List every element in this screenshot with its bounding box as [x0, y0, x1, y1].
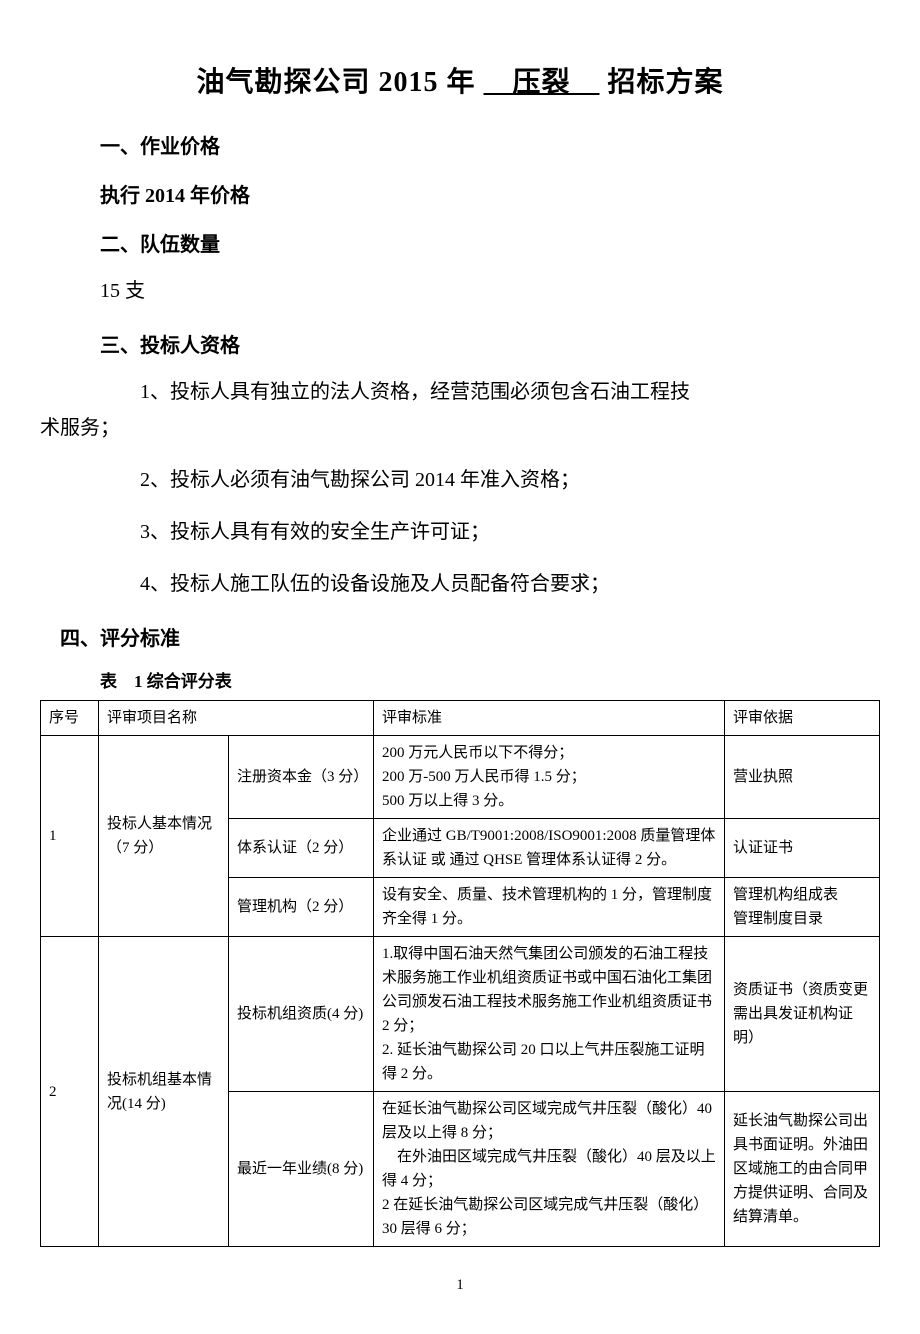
- cell-sub-1-0: 注册资本金（3 分）: [229, 736, 374, 819]
- title-underlined: 压裂: [475, 67, 607, 98]
- cell-sub-2-1: 最近一年业绩(8 分): [229, 1092, 374, 1247]
- table-caption: 表 1 综合评分表: [40, 667, 880, 692]
- title-suffix: 招标方案: [608, 67, 724, 98]
- table-header-row: 序号 评审项目名称 评审标准 评审依据: [41, 701, 880, 736]
- cell-criteria-1-2: 设有安全、质量、技术管理机构的 1 分，管理制度齐全得 1 分。: [374, 878, 725, 937]
- section-3-heading: 三、投标人资格: [40, 329, 880, 358]
- section-3-item-1b: 术服务；: [40, 410, 880, 446]
- title-prefix: 油气勘探公司 2015 年: [196, 67, 475, 98]
- document-title: 油气勘探公司 2015 年 压裂 招标方案: [40, 60, 880, 100]
- section-1-heading: 一、作业价格: [40, 130, 880, 159]
- scoring-table: 序号 评审项目名称 评审标准 评审依据 1 投标人基本情况（7 分） 注册资本金…: [40, 700, 880, 1247]
- table-row: 1 投标人基本情况（7 分） 注册资本金（3 分） 200 万元人民币以下不得分…: [41, 736, 880, 819]
- cell-num-1: 1: [41, 736, 99, 937]
- section-4-heading: 四、评分标准: [40, 622, 880, 651]
- cell-criteria-2-1: 在延长油气勘探公司区域完成气井压裂（酸化）40 层及以上得 8 分； 在外油田区…: [374, 1092, 725, 1247]
- cell-sub-1-1: 体系认证（2 分）: [229, 819, 374, 878]
- section-3-item-1a: 1、投标人具有独立的法人资格，经营范围必须包含石油工程技: [40, 374, 880, 410]
- cell-basis-1-0: 营业执照: [725, 736, 880, 819]
- cell-name-2: 投标机组基本情况(14 分): [99, 937, 229, 1247]
- section-2-body: 15 支: [40, 273, 880, 309]
- cell-sub-1-2: 管理机构（2 分）: [229, 878, 374, 937]
- cell-sub-2-0: 投标机组资质(4 分): [229, 937, 374, 1092]
- cell-basis-1-2: 管理机构组成表管理制度目录: [725, 878, 880, 937]
- page-number: 1: [40, 1277, 880, 1294]
- section-3-item-3: 3、投标人具有有效的安全生产许可证；: [40, 514, 880, 550]
- section-2-heading: 二、队伍数量: [40, 228, 880, 257]
- cell-basis-1-1: 认证证书: [725, 819, 880, 878]
- cell-criteria-2-0: 1.取得中国石油天然气集团公司颁发的石油工程技术服务施工作业机组资质证书或中国石…: [374, 937, 725, 1092]
- header-criteria: 评审标准: [374, 701, 725, 736]
- header-basis: 评审依据: [725, 701, 880, 736]
- section-3-item-4: 4、投标人施工队伍的设备设施及人员配备符合要求；: [40, 566, 880, 602]
- table-row: 2 投标机组基本情况(14 分) 投标机组资质(4 分) 1.取得中国石油天然气…: [41, 937, 880, 1092]
- header-name: 评审项目名称: [99, 701, 374, 736]
- cell-criteria-1-0: 200 万元人民币以下不得分；200 万-500 万人民币得 1.5 分；500…: [374, 736, 725, 819]
- cell-criteria-1-1: 企业通过 GB/T9001:2008/ISO9001:2008 质量管理体系认证…: [374, 819, 725, 878]
- section-1-body: 执行 2014 年价格: [40, 179, 880, 208]
- cell-name-1: 投标人基本情况（7 分）: [99, 736, 229, 937]
- section-3-item-2: 2、投标人必须有油气勘探公司 2014 年准入资格；: [40, 462, 880, 498]
- cell-num-2: 2: [41, 937, 99, 1247]
- cell-basis-2-0: 资质证书（资质变更需出具发证机构证明）: [725, 937, 880, 1092]
- cell-basis-2-1: 延长油气勘探公司出具书面证明。外油田区域施工的由合同甲方提供证明、合同及结算清单…: [725, 1092, 880, 1247]
- header-num: 序号: [41, 701, 99, 736]
